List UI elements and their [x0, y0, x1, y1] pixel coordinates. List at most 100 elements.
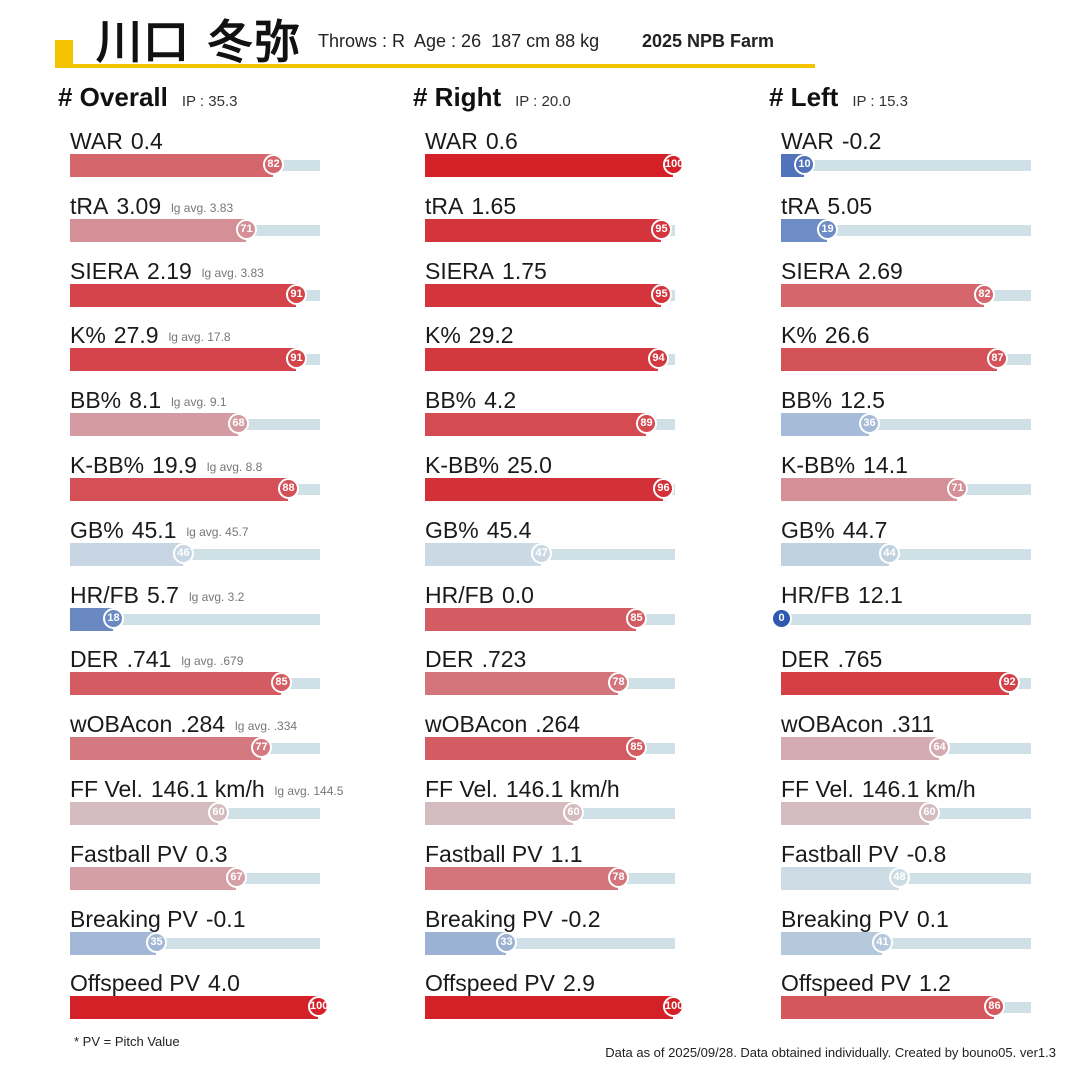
metric-name: tRA	[781, 192, 820, 219]
metric-label: GB% 45.1 lg avg. 45.7	[70, 515, 249, 547]
percentile-badge: 68	[228, 413, 249, 435]
header-underline	[55, 64, 815, 68]
metric-label: tRA 1.65	[425, 191, 516, 221]
metric-name: K%	[70, 322, 106, 349]
metric-label: BB% 8.1 lg avg. 9.1	[70, 385, 227, 417]
percentile-badge: 36	[859, 413, 880, 435]
percentile-badge: 86	[984, 996, 1005, 1018]
metric-name: WAR	[425, 128, 478, 154]
metric-value: .741	[126, 646, 172, 673]
metric-label: Offspeed PV 2.9	[425, 968, 595, 998]
percentile-bar	[781, 802, 929, 825]
percentile-badge: 85	[626, 737, 647, 759]
age-text: Age : 26	[414, 31, 482, 51]
percentile-track	[425, 937, 675, 949]
metric-row: SIERA 1.75 95	[425, 256, 745, 320]
column-title: # Right	[413, 82, 502, 112]
metric-row: BB% 8.1 lg avg. 9.1 68	[70, 385, 390, 449]
column-title: # Overall	[58, 82, 168, 112]
metric-value: 0.6	[485, 128, 518, 154]
metric-label: Breaking PV 0.1	[781, 904, 949, 934]
percentile-track	[70, 548, 320, 560]
percentile-bar	[425, 478, 663, 501]
percentile-badge: 96	[653, 478, 674, 499]
percentile-badge: 10	[794, 154, 815, 175]
league-average: lg avg. 3.83	[201, 265, 264, 280]
percentile-bar	[70, 607, 113, 631]
metric-row: wOBAcon .311 64	[781, 709, 1080, 773]
metric-label: wOBAcon .311	[781, 709, 934, 739]
metric-value: 2.69	[858, 257, 903, 284]
column-ip: IP : 35.3	[181, 93, 238, 110]
percentile-track	[781, 548, 1031, 560]
metric-row: BB% 12.5 36	[781, 385, 1080, 449]
metric-value: 0.3	[195, 840, 228, 867]
metric-name: Fastball PV	[70, 840, 188, 867]
percentile-bar	[70, 931, 156, 955]
percentile-badge: 82	[263, 154, 284, 175]
league-average: lg avg. 8.8	[206, 460, 263, 474]
metric-value: 146.1 km/h	[150, 776, 265, 802]
metric-name: wOBAcon	[781, 711, 884, 738]
column-title: # Left	[769, 82, 839, 112]
metric-row: Fastball PV 1.1 78	[425, 839, 745, 903]
metric-name: K%	[781, 322, 817, 349]
metric-label: GB% 44.7	[781, 515, 887, 545]
percentile-track	[70, 937, 320, 949]
metric-value: 1.2	[919, 970, 951, 997]
metric-value: 14.1	[863, 452, 908, 478]
metric-row: HR/FB 0.0 85	[425, 580, 745, 644]
metric-row: wOBAcon .264 85	[425, 709, 745, 773]
percentile-track	[781, 224, 1031, 236]
metric-name: SIERA	[70, 257, 140, 284]
percentile-badge: 85	[626, 607, 647, 629]
percentile-badge: 100	[663, 996, 684, 1018]
percentile-bar	[425, 996, 673, 1020]
metric-label: K-BB% 19.9 lg avg. 8.8	[70, 450, 262, 482]
percentile-badge: 44	[879, 542, 900, 564]
percentile-badge: 47	[531, 542, 552, 564]
percentile-bar	[70, 154, 273, 177]
column-ip: IP : 20.0	[515, 93, 571, 110]
metric-name: Breaking PV	[781, 905, 909, 932]
metric-label: HR/FB 0.0	[425, 580, 534, 610]
player-name: 川口 冬弥	[96, 15, 302, 69]
metric-label: WAR -0.2	[781, 126, 881, 156]
metric-name: BB%	[781, 387, 833, 414]
percentile-track	[70, 613, 320, 625]
metric-row: FF Vel. 146.1 km/h 60	[781, 774, 1080, 838]
metric-value: 5.05	[827, 192, 873, 219]
metric-row: DER .765 92	[781, 644, 1080, 708]
percentile-badge: 87	[987, 348, 1008, 370]
metric-name: FF Vel.	[70, 776, 143, 802]
metric-value: 8.1	[129, 387, 162, 414]
metric-value: 2.9	[563, 970, 595, 997]
metric-label: HR/FB 5.7 lg avg. 3.2	[70, 580, 244, 612]
metric-label: BB% 12.5	[781, 385, 885, 415]
metric-value: -0.2	[560, 905, 601, 932]
metric-row: Breaking PV -0.2 33	[425, 904, 745, 968]
metric-name: Offspeed PV	[70, 970, 200, 997]
metric-row: WAR -0.2 10	[781, 126, 1080, 190]
metric-value: 19.9	[152, 452, 197, 478]
percentile-bar	[425, 413, 646, 437]
metric-label: WAR 0.4	[70, 126, 163, 156]
percentile-bar	[425, 737, 636, 761]
percentile-badge: 71	[236, 218, 257, 240]
percentile-bar	[425, 866, 618, 890]
metric-name: FF Vel.	[425, 776, 498, 802]
metric-label: K% 29.2	[425, 320, 514, 350]
metric-name: WAR	[70, 128, 123, 154]
metric-row: DER .723 78	[425, 644, 745, 708]
percentile-bar	[70, 283, 296, 307]
footnote: * PV = Pitch Value	[74, 1034, 180, 1049]
metric-name: K-BB%	[70, 452, 145, 478]
percentile-bar	[425, 348, 658, 372]
percentile-badge: 33	[496, 931, 517, 953]
metric-row: Breaking PV -0.1 35	[70, 904, 390, 968]
metric-row: K-BB% 25.0 96	[425, 450, 745, 514]
metric-value: 27.9	[113, 322, 159, 349]
metric-label: GB% 45.4	[425, 515, 531, 545]
metric-name: DER	[781, 646, 830, 673]
metric-value: -0.8	[906, 840, 947, 867]
